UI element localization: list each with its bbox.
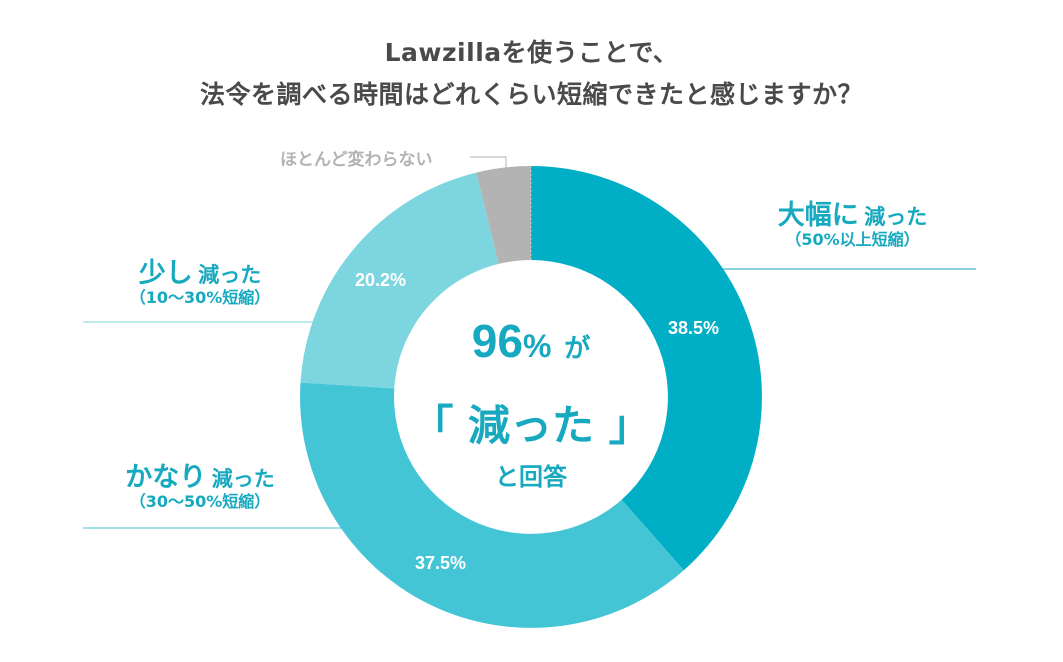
center-percent-sign: % (522, 328, 552, 364)
center-answer: と回答 (495, 463, 567, 491)
pct-label-fair: 37.5% (415, 553, 467, 573)
label-little-main: 少し (138, 258, 193, 289)
chart-title-line-1: Lawzillaを使うことで、 (384, 38, 679, 67)
slice-large-reduction (531, 166, 762, 571)
label-no-change: ほとんど変わらない (280, 150, 433, 170)
center-headline: 96% が (395, 314, 667, 368)
label-fair-sub: （30〜50%短縮） (129, 492, 271, 512)
label-little-reduction: 少し 減った （10〜30%短縮） (85, 258, 315, 307)
label-fair-main: かなり (125, 462, 207, 493)
label-little-sub: （10〜30%短縮） (129, 288, 271, 308)
label-large-reduction: 大幅に 減った （50%以上短縮） (730, 200, 975, 249)
center-quote: 「 減った 」 (411, 401, 651, 450)
label-large-sub: （50%以上短縮） (785, 230, 920, 250)
center-ga: が (564, 333, 591, 363)
slice-little-reduction (300, 172, 499, 389)
label-large-main: 大幅に (777, 200, 859, 231)
label-little-suffix: 減った (198, 263, 262, 287)
label-large-suffix: 減った (864, 205, 928, 229)
slice-fair-reduction (300, 382, 684, 628)
label-fair-suffix: 減った (211, 467, 275, 491)
slice-no-change (476, 166, 531, 264)
leader-line-no-change (470, 156, 507, 170)
label-fair-reduction: かなり 減った （30〜50%短縮） (85, 462, 315, 511)
pct-label-large: 38.5% (668, 318, 720, 338)
center-value: 96 (471, 315, 523, 367)
pct-label-little: 20.2% (355, 270, 407, 290)
chart-title-line-2: 法令を調べる時間はどれくらい短縮できたと感じますか？ (199, 80, 863, 109)
